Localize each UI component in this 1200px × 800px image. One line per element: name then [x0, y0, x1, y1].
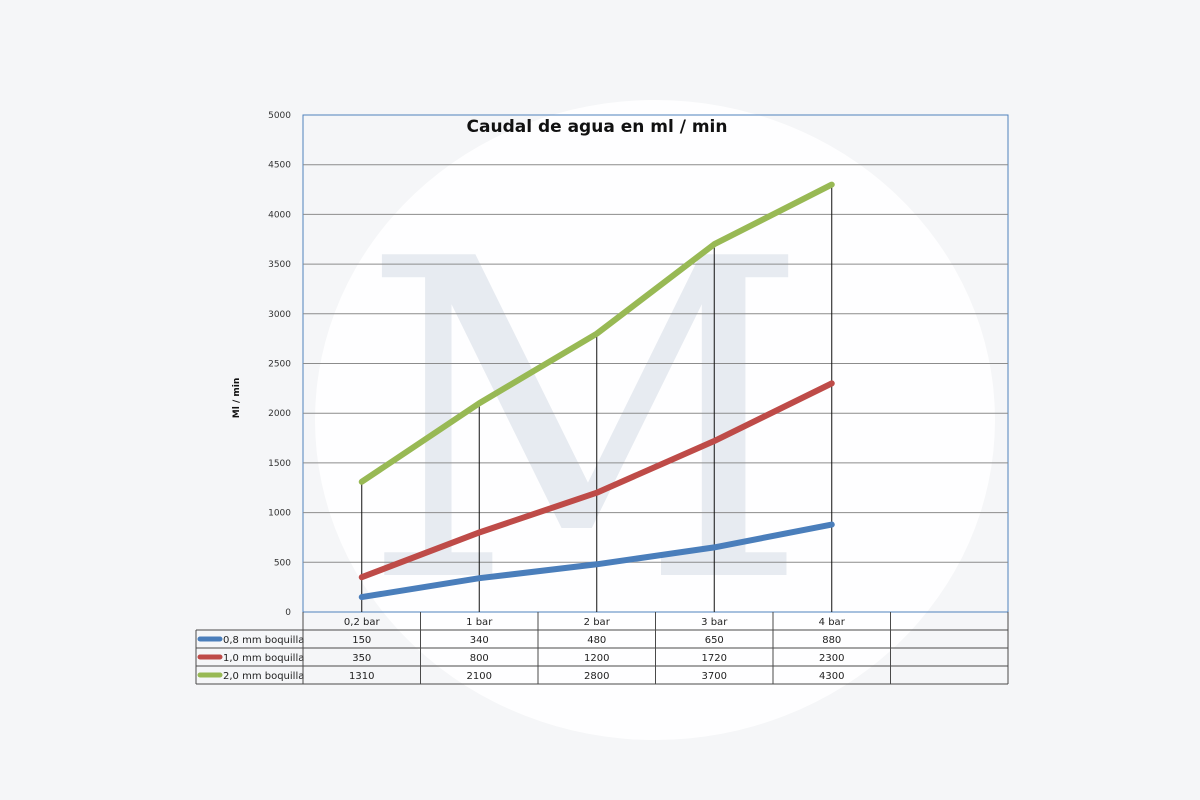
data-cell: 1200	[584, 653, 609, 664]
y-tick-label: 2000	[268, 409, 291, 419]
data-cell: 800	[470, 653, 489, 664]
y-tick-label: 500	[274, 558, 291, 568]
chart-title: Caudal de agua en ml / min	[467, 117, 728, 137]
series-lines	[358, 181, 835, 601]
data-cell: 880	[822, 635, 841, 646]
data-cell: 2300	[819, 653, 844, 664]
data-cell: 2800	[584, 671, 609, 682]
data-cell: 150	[352, 635, 371, 646]
data-cell: 350	[352, 653, 371, 664]
category-label: 0,2 bar	[344, 617, 381, 628]
y-tick-label: 2500	[268, 360, 291, 370]
data-cell: 340	[470, 635, 489, 646]
y-tick-label: 1000	[268, 509, 291, 519]
category-label: 3 bar	[701, 617, 728, 628]
data-table: 0,2 bar 1 bar 2 bar 3 bar 4 bar 0,8 mm boquil…	[195, 612, 1009, 685]
data-cell: 3700	[702, 671, 727, 682]
y-tick-label: 4000	[268, 210, 291, 220]
y-tick-label: 3500	[268, 260, 291, 270]
y-tick-label: 1500	[268, 459, 291, 469]
y-axis-ticks: 0 500 1000 1500 2000 2500 3000 3500 4000 4500 5000	[268, 111, 291, 618]
data-cell: 4300	[819, 671, 844, 682]
data-cell: 1310	[349, 671, 374, 682]
data-cell: 2100	[467, 671, 492, 682]
y-tick-label: 5000	[268, 111, 291, 121]
y-tick-label: 4500	[268, 161, 291, 171]
y-tick-label: 0	[285, 608, 291, 618]
gridlines	[303, 164, 1008, 563]
y-tick-label: 3000	[268, 310, 291, 320]
legend-label: 2,0 mm boquilla	[223, 671, 304, 682]
watermark-letter: M	[360, 167, 811, 679]
series-line	[358, 521, 835, 601]
data-cell: 650	[705, 635, 724, 646]
category-label: 2 bar	[584, 617, 611, 628]
data-cell: 480	[587, 635, 606, 646]
data-cell: 1720	[702, 653, 727, 664]
category-label: 4 bar	[819, 617, 846, 628]
legend-label: 0,8 mm boquilla	[223, 635, 304, 646]
category-label: 1 bar	[466, 617, 493, 628]
y-axis-title: Ml / min	[232, 378, 242, 418]
series-line	[358, 380, 835, 581]
series-line	[358, 181, 835, 485]
legend-label: 1,0 mm boquilla	[223, 653, 304, 664]
